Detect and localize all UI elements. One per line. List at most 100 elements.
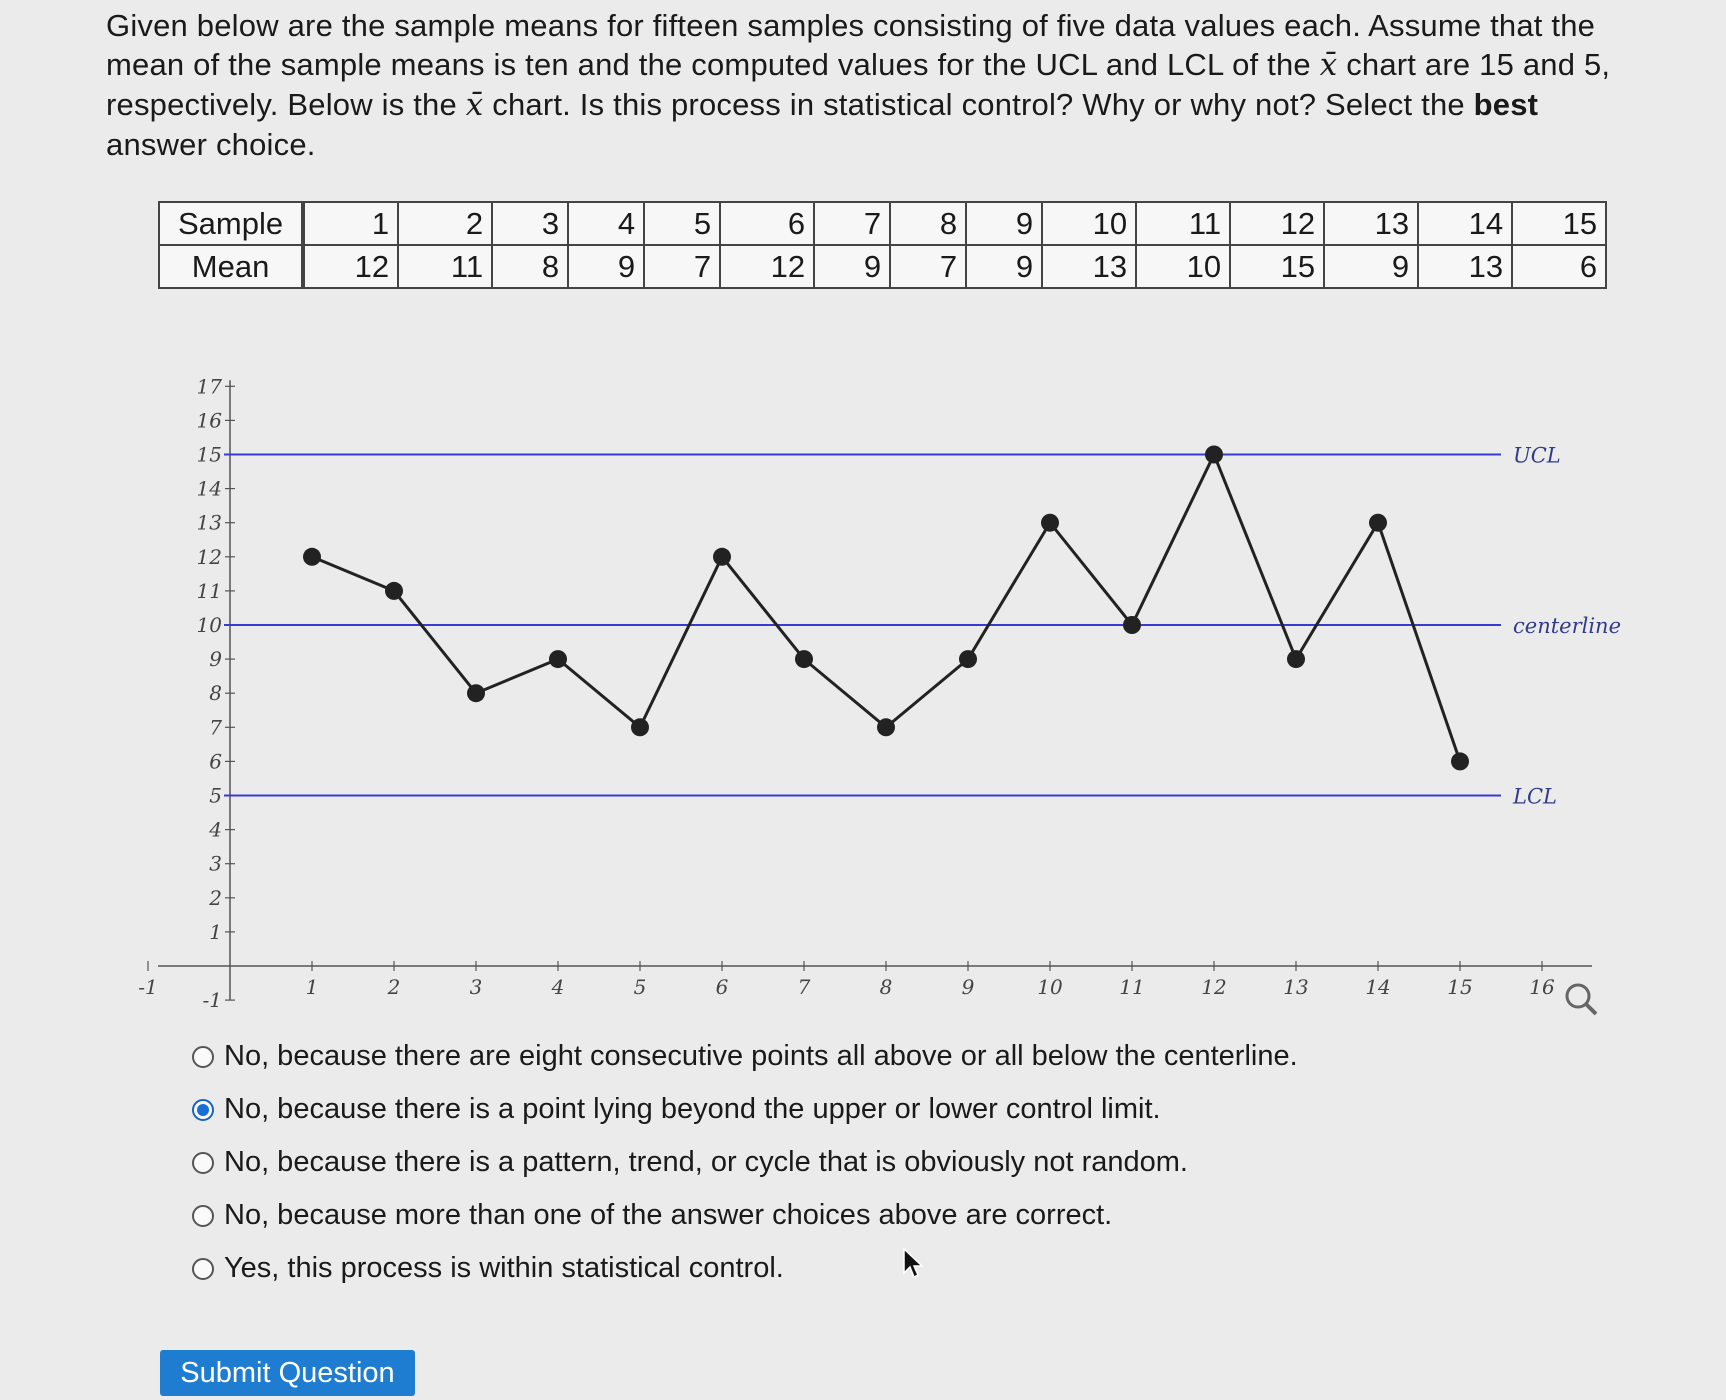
sample-cell: 8 [889, 201, 968, 246]
sample-cell: 14 [1417, 201, 1514, 246]
y-tick-label: 16 [197, 408, 223, 432]
sample-cell: 12 [1229, 201, 1326, 246]
x-tick-label: 1 [306, 975, 319, 999]
sample-row: Sample 1 2 3 4 5 6 7 8 9 10 11 12 13 14 15 [157, 201, 1608, 246]
x-tick-label: 8 [880, 975, 893, 999]
answer-option-label: No, because more than one of the answer … [224, 1199, 1113, 1231]
mean-cell: 9 [813, 244, 892, 289]
data-point [1041, 513, 1059, 532]
x-tick-label: 12 [1201, 975, 1226, 999]
mean-cell: 10 [1135, 244, 1232, 289]
y-tick-label: 2 [208, 886, 222, 910]
mean-cell: 9 [1323, 244, 1420, 289]
x-tick-label: 11 [1119, 975, 1144, 999]
mean-cell: 13 [1041, 244, 1138, 289]
radio-unchecked-icon[interactable] [192, 1045, 214, 1068]
mean-cell: 7 [889, 244, 968, 289]
answer-option[interactable]: No, because there are eight consecutive … [192, 1030, 1298, 1083]
x-tick-label: 15 [1447, 975, 1472, 999]
radio-unchecked-icon[interactable] [192, 1257, 214, 1280]
series-line [311, 450, 1462, 762]
answer-option-label: No, because there is a pattern, trend, o… [224, 1146, 1188, 1178]
sample-cell: 9 [965, 201, 1044, 246]
x-tick-label: 2 [387, 975, 401, 999]
xbar-symbol: x̄ [465, 87, 484, 123]
sample-cell: 4 [567, 201, 646, 246]
control-line-label: LCL [1512, 785, 1557, 809]
answer-option-label: No, because there are eight consecutive … [224, 1040, 1298, 1072]
mean-cell: 7 [643, 244, 722, 289]
x-tick-label: 6 [716, 975, 729, 999]
sample-cell: 2 [397, 201, 494, 246]
answer-option[interactable]: Yes, this process is within statistical … [192, 1242, 1298, 1295]
y-tick-label: 3 [209, 852, 222, 876]
sample-cell: 7 [813, 201, 892, 246]
question-text: Given below are the sample means for fif… [106, 8, 1611, 162]
data-point [467, 684, 485, 703]
mean-cell: 9 [965, 244, 1044, 289]
data-point [1205, 445, 1223, 464]
radio-unchecked-icon[interactable] [192, 1204, 214, 1227]
data-point [1451, 752, 1469, 771]
answer-option[interactable]: No, because there is a pattern, trend, o… [192, 1136, 1298, 1189]
y-tick-label: 17 [197, 374, 223, 398]
data-point [795, 650, 813, 669]
radio-unchecked-icon[interactable] [192, 1151, 214, 1174]
answer-option[interactable]: No, because there is a point lying beyon… [192, 1083, 1298, 1136]
sample-cell: 15 [1511, 201, 1608, 246]
mean-cell: 9 [567, 244, 646, 289]
y-tick-label: 10 [197, 613, 223, 637]
y-tick-label: 12 [197, 545, 222, 569]
answer-option-label: No, because there is a point lying beyon… [224, 1093, 1161, 1125]
mean-header: Mean [157, 244, 306, 289]
control-line-label: UCL [1513, 444, 1561, 468]
x-tick-label: 5 [634, 975, 647, 999]
submit-question-button[interactable]: Submit Question [160, 1350, 415, 1396]
answer-options: No, because there are eight consecutive … [192, 1030, 1298, 1295]
y-tick-label: 5 [209, 784, 222, 808]
data-point [1287, 650, 1305, 669]
data-point [631, 718, 649, 737]
sample-means-table: Sample 1 2 3 4 5 6 7 8 9 10 11 12 13 14 15 Mean 12 11 8 9… [157, 201, 1608, 289]
y-tick-label: -1 [203, 988, 222, 1012]
data-point [549, 650, 567, 669]
sample-cell: 5 [643, 201, 722, 246]
mean-row: Mean 12 11 8 9 7 12 9 7 9 13 10 15 9 13 6 [157, 244, 1608, 289]
y-tick-label: 6 [209, 749, 222, 773]
x-tick-label: 3 [470, 975, 483, 999]
mean-cell: 12 [719, 244, 816, 289]
mean-cell: 12 [302, 244, 400, 289]
data-point [959, 650, 977, 669]
y-tick-label: 4 [208, 818, 222, 842]
data-point [303, 547, 321, 566]
radio-checked-icon[interactable] [192, 1098, 214, 1121]
sample-cell: 6 [719, 201, 816, 246]
sample-cell: 10 [1041, 201, 1138, 246]
data-point [1123, 616, 1141, 634]
y-tick-label: 1 [209, 920, 222, 944]
x-tick-label: -1 [138, 975, 157, 999]
mean-cell: 13 [1417, 244, 1514, 289]
sample-header: Sample [157, 201, 306, 246]
y-tick-label: 13 [197, 511, 222, 535]
magnifier-icon[interactable] [1565, 983, 1598, 1016]
y-tick-label: 15 [197, 443, 222, 467]
x-tick-label: 13 [1283, 975, 1308, 999]
answer-option-label: Yes, this process is within statistical … [224, 1252, 784, 1284]
x-tick-label: 10 [1037, 975, 1063, 999]
sample-cell: 3 [491, 201, 570, 246]
mouse-cursor-icon [903, 1247, 924, 1279]
answer-option[interactable]: No, because more than one of the answer … [192, 1189, 1298, 1242]
sample-cell: 13 [1323, 201, 1420, 246]
data-point [385, 581, 403, 600]
mean-cell: 8 [491, 244, 570, 289]
mean-cell: 6 [1511, 244, 1608, 289]
y-tick-label: 9 [209, 647, 222, 671]
xbar-symbol: x̄ [1319, 47, 1338, 83]
y-tick-label: 7 [209, 715, 222, 739]
data-point [877, 718, 895, 737]
y-tick-label: 8 [209, 681, 222, 705]
x-tick-label: 14 [1365, 975, 1390, 999]
control-line-label: centerline [1513, 614, 1621, 638]
